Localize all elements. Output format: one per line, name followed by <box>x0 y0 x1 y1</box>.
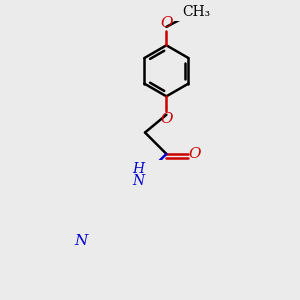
Text: CH₃: CH₃ <box>182 5 210 19</box>
Text: O: O <box>160 112 172 126</box>
Text: N: N <box>74 234 87 248</box>
Text: O: O <box>189 147 201 161</box>
Text: H
N: H N <box>132 162 144 188</box>
Text: O: O <box>160 16 172 30</box>
